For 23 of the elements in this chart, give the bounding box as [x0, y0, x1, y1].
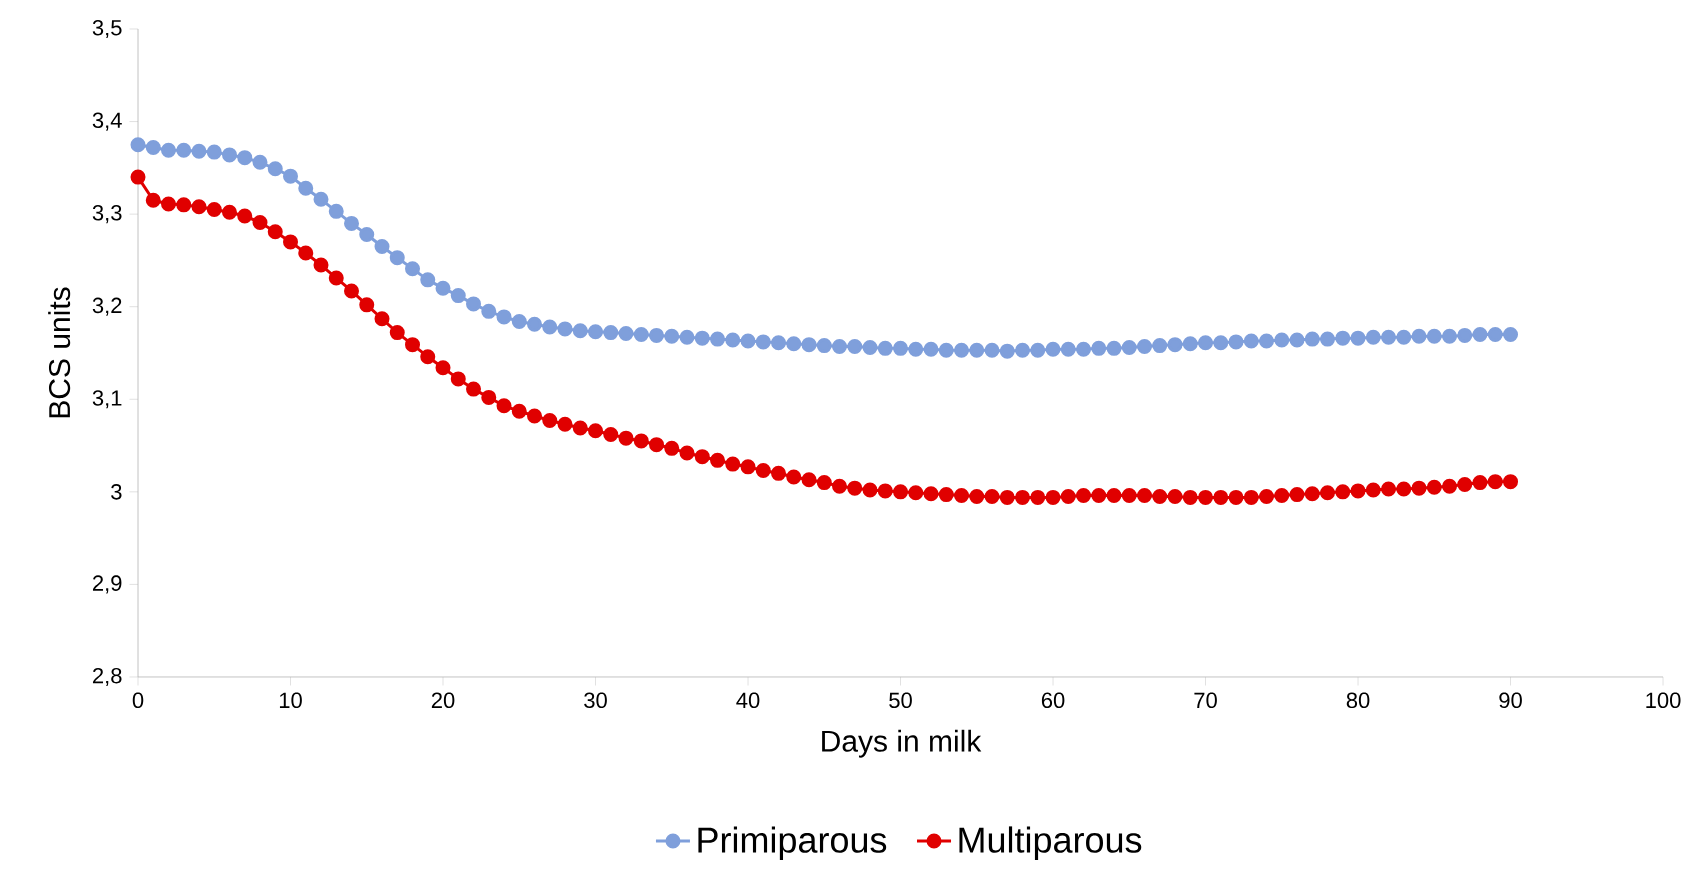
y-tick-label: 3 [111, 484, 122, 500]
y-tick-label: 3,5 [92, 19, 122, 39]
x-tick-label: 20 [431, 692, 455, 709]
legend-label: Multiparous [959, 826, 1142, 860]
x-tick-label: 30 [584, 692, 607, 709]
y-tick-label: 3,3 [92, 205, 122, 224]
x-tick-label: 100 [1646, 692, 1681, 709]
x-tick-label: 90 [1499, 692, 1522, 709]
y-axis-title: BCS units [48, 287, 71, 418]
y-tick-label: 3,1 [92, 390, 122, 409]
x-axis-title: Days in milk [822, 729, 982, 758]
x-tick-label: 80 [1346, 692, 1370, 709]
y-tick-label: 3,2 [92, 297, 122, 316]
y-tick-label: 2,8 [92, 667, 122, 687]
x-tick-label: 50 [889, 692, 912, 709]
y-tick-label: 2,9 [92, 575, 122, 594]
x-tick-label: 0 [132, 692, 144, 709]
legend-label: Primiparous [698, 826, 887, 860]
x-tick-label: 10 [279, 692, 302, 709]
y-tick-label: 3,4 [92, 112, 122, 131]
x-tick-label: 40 [736, 692, 760, 709]
x-tick-label: 60 [1041, 692, 1065, 709]
x-tick-label: 70 [1194, 692, 1217, 709]
